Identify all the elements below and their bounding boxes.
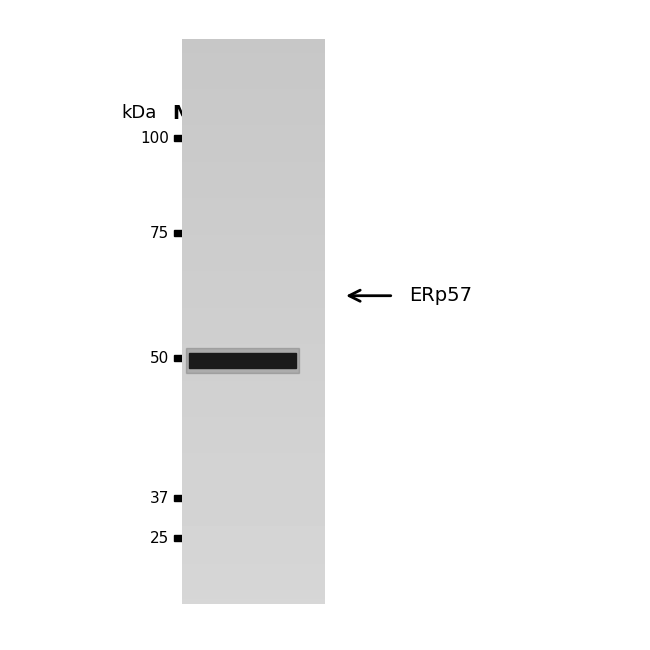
- Text: 75: 75: [150, 226, 170, 240]
- Text: MW: MW: [172, 103, 213, 123]
- Text: 50: 50: [150, 351, 170, 366]
- Bar: [189, 354, 296, 368]
- Text: ERp57: ERp57: [409, 286, 472, 306]
- Text: 25: 25: [150, 531, 170, 546]
- Bar: [174, 230, 221, 236]
- Bar: [174, 135, 221, 141]
- Bar: [174, 536, 221, 541]
- Bar: [174, 356, 221, 361]
- Text: 100: 100: [140, 131, 170, 146]
- Bar: [187, 348, 299, 374]
- Text: kDa: kDa: [122, 104, 157, 122]
- Bar: [174, 495, 221, 501]
- Text: 37: 37: [150, 491, 170, 506]
